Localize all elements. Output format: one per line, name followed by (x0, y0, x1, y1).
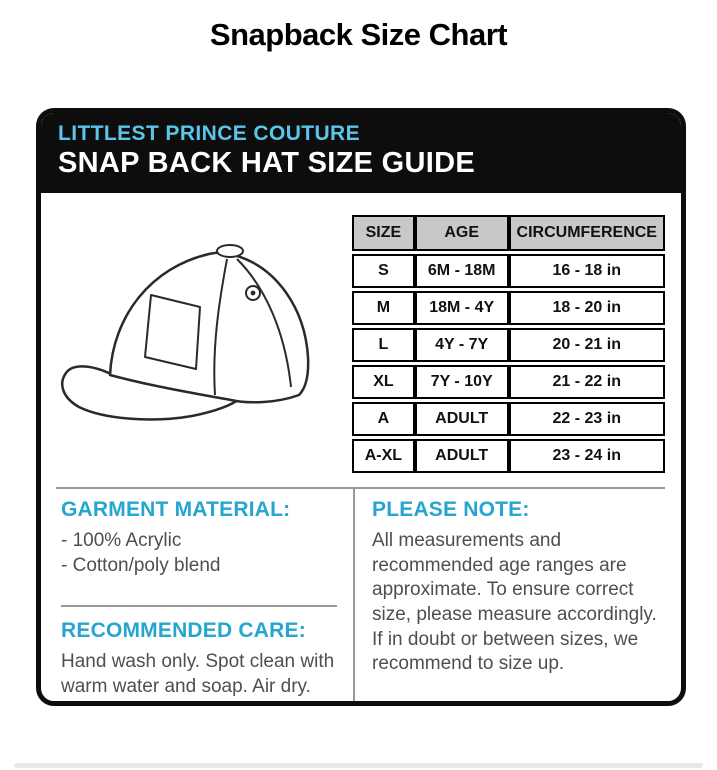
hat-eyelet-center (250, 290, 256, 296)
material-list: - 100% Acrylic - Cotton/poly blend (61, 529, 341, 578)
please-note-text: All measurements and recommended age ran… (372, 530, 657, 675)
cell-size: A (352, 402, 415, 436)
page-title: Snapback Size Chart (209, 17, 508, 52)
header-circumference: CIRCUMFERENCE (508, 215, 665, 251)
hat-and-table-row: SIZE AGE CIRCUMFERENCE S 6M - 18M 16 - 1… (41, 193, 681, 473)
info-columns: GARMENT MATERIAL: - 100% Acrylic - Cotto… (41, 489, 681, 701)
material-care-column: GARMENT MATERIAL: - 100% Acrylic - Cotto… (41, 489, 353, 701)
brand-name: LITTLEST PRINCE COUTURE (58, 122, 361, 145)
cell-age: 4Y - 7Y (414, 328, 509, 362)
cell-circumference: 22 - 23 in (508, 402, 665, 436)
cell-size: M (352, 291, 415, 325)
cell-size: S (352, 254, 415, 288)
material-item: - Cotton/poly blend (61, 554, 221, 576)
table-row: L 4Y - 7Y 20 - 21 in (352, 328, 665, 362)
please-note-heading: PLEASE NOTE: (372, 498, 530, 521)
material-item: - 100% Acrylic (61, 530, 182, 551)
guide-header: LITTLEST PRINCE COUTURE SNAP BACK HAT SI… (41, 113, 681, 193)
size-table-container: SIZE AGE CIRCUMFERENCE S 6M - 18M 16 - 1… (352, 215, 665, 476)
table-row: S 6M - 18M 16 - 18 in (352, 254, 665, 288)
cell-age: 7Y - 10Y (414, 365, 509, 399)
cell-circumference: 18 - 20 in (508, 291, 665, 325)
horizontal-divider-small (61, 605, 337, 608)
cell-age: ADULT (414, 439, 509, 473)
cell-age: 18M - 4Y (414, 291, 509, 325)
guide-title: SNAP BACK HAT SIZE GUIDE (58, 147, 475, 180)
cell-size: L (352, 328, 415, 362)
please-note-column: PLEASE NOTE: All measurements and recomm… (353, 489, 681, 701)
cell-circumference: 23 - 24 in (508, 439, 665, 473)
cell-age: 6M - 18M (414, 254, 509, 288)
header-age: AGE (414, 215, 509, 251)
header-size: SIZE (352, 215, 415, 251)
cell-age: ADULT (414, 402, 509, 436)
table-header-row: SIZE AGE CIRCUMFERENCE (352, 215, 665, 251)
hat-button (216, 244, 244, 258)
table-row: A-XL ADULT 23 - 24 in (352, 439, 665, 473)
hat-back-seam (236, 258, 292, 388)
hat-patch (144, 294, 201, 370)
horizontal-scrollbar[interactable] (14, 763, 703, 768)
guide-body: SIZE AGE CIRCUMFERENCE S 6M - 18M 16 - 1… (41, 193, 681, 701)
table-row: M 18M - 4Y 18 - 20 in (352, 291, 665, 325)
horizontal-divider (56, 487, 665, 489)
table-row: A ADULT 22 - 23 in (352, 402, 665, 436)
cell-circumference: 21 - 22 in (508, 365, 665, 399)
size-table: SIZE AGE CIRCUMFERENCE S 6M - 18M 16 - 1… (352, 212, 665, 476)
hat-front-seam (213, 258, 228, 396)
snapback-hat-illustration (57, 207, 352, 457)
size-guide-card: LITTLEST PRINCE COUTURE SNAP BACK HAT SI… (36, 108, 686, 706)
care-instructions-text: Hand wash only. Spot clean with warm wat… (61, 651, 335, 698)
cell-size: XL (352, 365, 415, 399)
cell-circumference: 16 - 18 in (508, 254, 665, 288)
recommended-care-heading: RECOMMENDED CARE: (61, 619, 306, 643)
cell-circumference: 20 - 21 in (508, 328, 665, 362)
table-row: XL 7Y - 10Y 21 - 22 in (352, 365, 665, 399)
cell-size: A-XL (352, 439, 415, 473)
garment-material-heading: GARMENT MATERIAL: (61, 498, 291, 521)
